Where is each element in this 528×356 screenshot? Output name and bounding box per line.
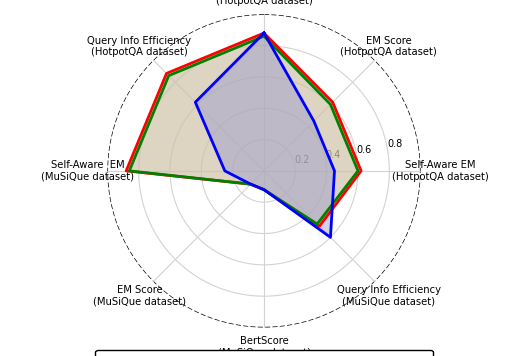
StructQA	[261, 31, 267, 35]
StructQA	[248, 182, 254, 186]
Polygon shape	[195, 33, 335, 237]
StructQA	[310, 119, 317, 123]
Base - GPT4	[248, 182, 254, 186]
Base - GPT4	[261, 34, 267, 38]
Base - GPT4	[126, 169, 133, 173]
Base - GPT4	[355, 169, 361, 173]
StructQA	[327, 235, 334, 240]
Polygon shape	[129, 36, 358, 224]
StructQA	[332, 169, 338, 173]
Base - GPT4	[261, 34, 267, 38]
Ours	[261, 188, 267, 192]
Legend: Ours, StructQA, Base - GPT4: Ours, StructQA, Base - GPT4	[95, 350, 433, 356]
Ours	[248, 182, 254, 186]
Base - GPT4	[261, 188, 267, 192]
Ours	[261, 31, 267, 35]
Ours	[329, 100, 336, 104]
Base - GPT4	[166, 73, 172, 78]
Line: StructQA: StructQA	[195, 33, 335, 237]
StructQA	[222, 169, 228, 173]
Line: Ours: Ours	[126, 33, 361, 226]
StructQA	[261, 31, 267, 35]
Line: Base - GPT4: Base - GPT4	[129, 36, 358, 224]
Ours	[123, 169, 129, 173]
StructQA	[261, 188, 267, 192]
Base - GPT4	[314, 222, 320, 226]
Ours	[358, 169, 364, 173]
Base - GPT4	[327, 102, 334, 106]
StructQA	[192, 100, 199, 104]
Ours	[316, 224, 323, 229]
Polygon shape	[126, 33, 361, 226]
Ours	[261, 31, 267, 35]
Ours	[163, 71, 169, 75]
